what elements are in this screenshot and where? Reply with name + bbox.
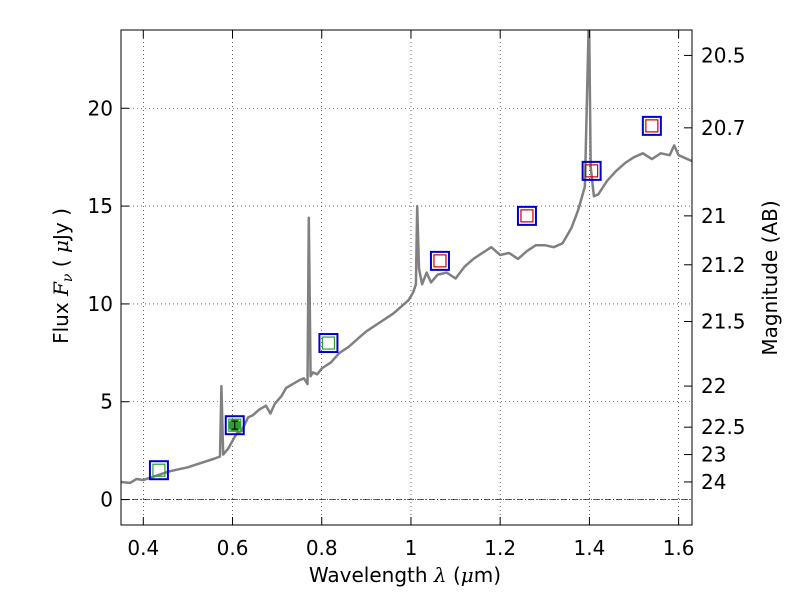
photometry-box-outer: [641, 115, 662, 136]
y-tick-label: 15: [88, 194, 113, 218]
x-tick-label: 1.2: [484, 536, 516, 560]
photometry-box-outer: [429, 250, 450, 271]
x-tick-label: 1.4: [573, 536, 605, 560]
photometry-box-inner: [321, 336, 336, 350]
y2-tick-label: 21.2: [701, 253, 746, 277]
y2-tick-label: 20.7: [701, 116, 746, 140]
photometry-box-inner: [433, 254, 447, 268]
y2-tick-label: 24: [701, 470, 726, 494]
y2-tick-label: 20.5: [701, 43, 746, 67]
y-tick-label: 10: [88, 292, 113, 316]
x-tick-label: 1.6: [663, 536, 695, 560]
photometry-layer: [148, 115, 662, 481]
x-tick-label: 0.4: [127, 536, 159, 560]
x-tick-label: 0.6: [217, 536, 249, 560]
spectrum-layer: [121, 30, 692, 485]
photometry-box-inner: [152, 463, 166, 477]
y2-tick-label: 21.5: [701, 310, 746, 334]
photometry-box-inner: [520, 209, 534, 223]
photometry-box-outer: [224, 415, 245, 436]
tick-layer: 0.4 0.6 0.8 1 1.2 1.4 1.6 0 5 10 15 20 20.5 20.7 21 21.…: [88, 30, 746, 560]
y-tick-label: 0: [100, 488, 113, 512]
y2-axis-label: Magnitude (AB): [758, 200, 782, 355]
photometry-box-inner: [645, 119, 659, 133]
y-tick-label: 5: [100, 390, 113, 414]
axes-border: [120, 29, 693, 526]
y-tick-label: 20: [88, 96, 113, 120]
y2-tick-label: 22: [701, 374, 726, 398]
photometry-box-outer: [148, 460, 169, 481]
x-tick-label: 1: [405, 536, 418, 560]
axes-frame: [120, 29, 693, 526]
photometry-box-inner: [585, 164, 599, 178]
y2-tick-label: 22.5: [701, 415, 746, 439]
spectrum-line: [121, 30, 692, 485]
x-axis-label: Wavelength λ (μm): [309, 563, 501, 587]
photometry-box-outer: [516, 205, 537, 226]
photometry-box-outer: [318, 333, 339, 354]
y-axis-label: Flux Fν ( μJy ): [49, 208, 76, 344]
photometry-box-outer: [581, 160, 602, 181]
y2-tick-label: 21: [701, 204, 726, 228]
x-tick-label: 0.8: [306, 536, 338, 560]
plot-area: [121, 30, 692, 525]
y2-tick-label: 23: [701, 443, 726, 467]
grid: [121, 30, 692, 525]
